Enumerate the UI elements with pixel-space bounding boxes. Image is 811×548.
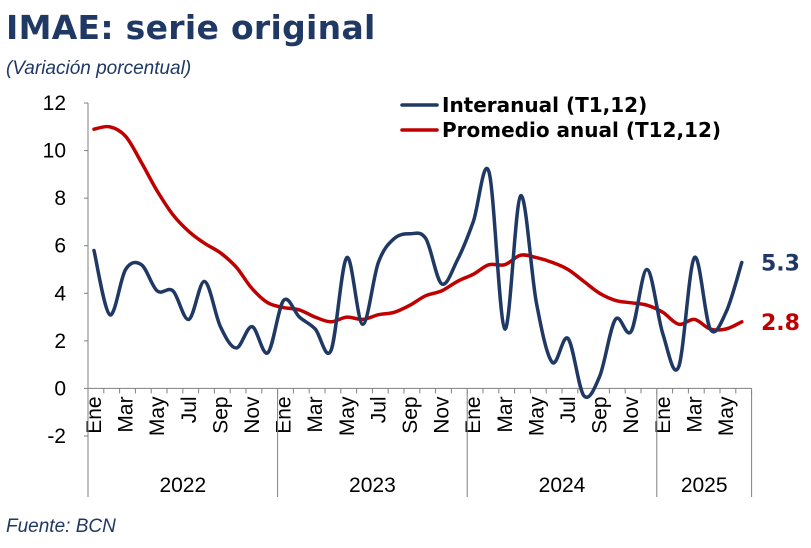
x-month-label: May	[525, 396, 548, 436]
x-month-label: Ene	[462, 396, 485, 433]
year-label: 2022	[159, 474, 206, 497]
y-tick-label: 4	[54, 282, 66, 305]
chart-legend: Interanual (T1,12)Promedio anual (T12,12…	[400, 93, 721, 142]
series-line-promedio-anual	[92, 124, 744, 332]
x-month-label: Jul	[178, 396, 201, 423]
x-month-label: Mar	[115, 396, 138, 432]
legend-label: Promedio anual (T12,12)	[442, 118, 721, 142]
end-value-label: 5.3	[761, 251, 800, 276]
x-month-label: Ene	[652, 396, 675, 433]
x-month-label: Jul	[367, 396, 390, 423]
y-tick-label: 8	[54, 187, 66, 210]
series-line-interanual	[92, 166, 744, 399]
y-tick-label: 12	[43, 92, 66, 115]
x-month-label: Nov	[620, 396, 643, 434]
x-month-label: Sep	[589, 396, 612, 433]
x-month-label: Nov	[241, 396, 264, 434]
end-value-label: 2.8	[761, 311, 800, 336]
year-label: 2025	[681, 474, 728, 497]
chart-subtitle: (Variación porcentual)	[6, 58, 192, 79]
x-month-label: Mar	[683, 396, 706, 432]
end-labels: 2.8 5.3	[761, 251, 800, 335]
y-tick-label: 2	[54, 330, 66, 353]
x-month-label: May	[715, 396, 738, 436]
x-month-label: Ene	[273, 396, 296, 433]
source-note: Fuente: BCN	[6, 516, 116, 537]
x-month-label: May	[336, 396, 359, 436]
x-month-label: Mar	[494, 396, 517, 432]
year-label: 2024	[539, 474, 586, 497]
chart-title: IMAE: serie original	[6, 8, 376, 47]
x-month-label: Sep	[209, 396, 232, 433]
x-month-label: Sep	[399, 396, 422, 433]
year-label: 2023	[349, 474, 396, 497]
x-month-label: May	[146, 396, 169, 436]
chart-axes: 12 10 8 6 4 2 0 -2 Ene Mar May Jul Sep Nov Ene Mar May Ju…	[43, 92, 753, 497]
x-month-label: Mar	[304, 396, 327, 432]
y-tick-label: -2	[47, 425, 66, 448]
x-month-label: Ene	[83, 396, 106, 433]
x-month-label: Jul	[557, 396, 580, 423]
legend-label: Interanual (T1,12)	[442, 93, 647, 117]
y-tick-label: 6	[54, 235, 66, 258]
chart-series	[92, 124, 744, 399]
y-tick-label: 0	[54, 377, 66, 400]
y-tick-label: 10	[43, 140, 66, 163]
x-month-label: Nov	[431, 396, 454, 434]
